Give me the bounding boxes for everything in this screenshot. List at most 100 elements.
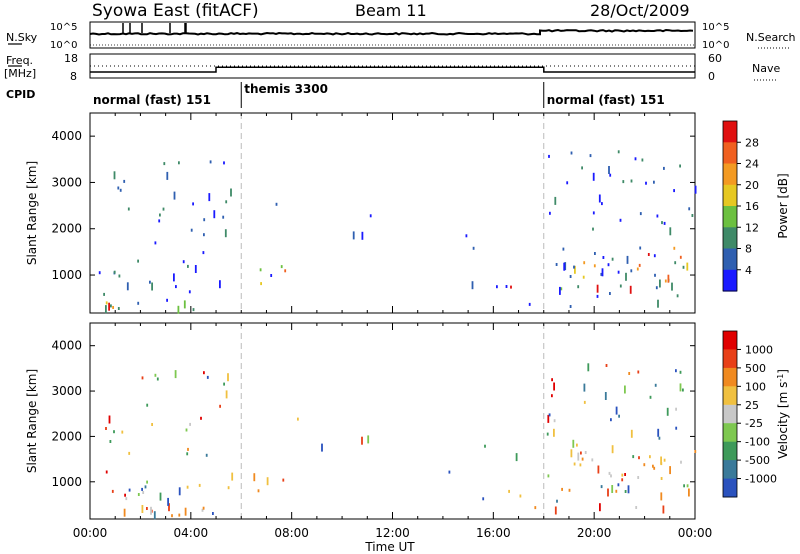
- data-cell: [137, 301, 140, 305]
- data-cell: [202, 251, 205, 255]
- data-cell: [146, 403, 149, 407]
- data-cell: [482, 497, 485, 501]
- data-cell: [150, 506, 152, 515]
- data-cell: [641, 158, 644, 162]
- data-cell: [559, 286, 561, 295]
- colorbar-tick-label: 500: [745, 362, 766, 375]
- data-cell: [128, 488, 131, 492]
- data-cell: [297, 417, 299, 421]
- date-title: 28/Oct/2009: [590, 1, 690, 20]
- colorbar-tick-label: 8: [745, 243, 752, 256]
- data-cell: [624, 473, 626, 476]
- nsearch-label: N.Search: [746, 31, 796, 44]
- data-cell: [577, 285, 580, 289]
- data-cell: [205, 453, 208, 457]
- data-cell: [691, 214, 694, 217]
- data-cell: [126, 282, 129, 291]
- data-cell: [190, 228, 193, 232]
- data-cell: [611, 485, 614, 493]
- y-axis-label: Slant Range [km]: [25, 161, 39, 265]
- x-tick-label: 00:00: [73, 526, 108, 540]
- data-cell: [361, 231, 364, 240]
- noise-strip: [89, 21, 696, 49]
- data-cell: [110, 304, 112, 308]
- data-cell: [154, 373, 157, 377]
- y-tick-label: 2000: [51, 429, 82, 443]
- colorbar-segment: [723, 367, 737, 387]
- data-cell: [284, 269, 287, 273]
- data-cell: [574, 265, 576, 274]
- data-cell: [634, 157, 637, 161]
- data-cell: [166, 171, 169, 180]
- colorbar-segment: [723, 386, 737, 406]
- data-cell: [599, 503, 601, 512]
- data-cell: [582, 275, 585, 279]
- data-cell: [227, 486, 230, 490]
- data-cell: [596, 294, 599, 298]
- data-cell: [609, 173, 612, 177]
- data-cell: [658, 436, 661, 440]
- data-cell: [579, 463, 582, 467]
- data-cell: [583, 383, 586, 392]
- data-cell: [673, 246, 676, 250]
- data-cell: [108, 302, 110, 311]
- x-tick-label: 16:00: [476, 526, 511, 540]
- data-cell: [657, 299, 659, 308]
- cpid-strip: normal (fast) 151 themis 3300 normal (fast…: [93, 82, 665, 108]
- y-tick-label: 1000: [51, 475, 82, 489]
- data-cell: [600, 485, 603, 489]
- data-cell: [611, 257, 614, 261]
- data-cell: [203, 233, 205, 237]
- data-cell: [103, 292, 105, 296]
- x-tick-label: 00:00: [678, 526, 713, 540]
- data-cell: [178, 161, 180, 165]
- data-cell: [597, 465, 600, 474]
- data-cell: [175, 285, 177, 289]
- data-cell: [570, 449, 573, 458]
- data-cell: [174, 370, 177, 379]
- data-cells: [105, 363, 697, 520]
- data-cell: [608, 471, 611, 475]
- data-cell: [680, 460, 682, 464]
- data-cell: [282, 478, 285, 482]
- data-cell: [117, 186, 120, 190]
- data-cell: [108, 415, 111, 424]
- data-cell: [208, 193, 211, 202]
- data-cell: [553, 419, 556, 423]
- data-cell: [159, 213, 161, 217]
- data-cell: [203, 218, 206, 222]
- data-cell: [560, 287, 563, 291]
- data-cell: [549, 211, 551, 215]
- colorbar-tick-label: 24: [745, 158, 759, 171]
- data-cell: [149, 280, 151, 284]
- data-cell: [573, 265, 575, 269]
- data-cell: [630, 179, 633, 183]
- data-cell: [213, 210, 216, 219]
- data-cell: [168, 503, 170, 512]
- data-cell: [662, 505, 665, 514]
- data-cell: [182, 260, 185, 264]
- data-cell: [548, 413, 551, 417]
- data-cell: [562, 247, 565, 251]
- nave-label: Nave: [752, 62, 780, 75]
- data-cell: [551, 394, 553, 398]
- data-cell: [563, 262, 566, 271]
- colorbar-segment: [723, 423, 737, 443]
- colorbar-tick-label: 16: [745, 200, 759, 213]
- data-cell: [361, 436, 363, 445]
- data-cell: [607, 263, 610, 267]
- data-cell: [615, 489, 618, 493]
- y-tick-label: 4000: [51, 339, 82, 353]
- data-cell: [275, 202, 278, 206]
- data-cell: [671, 282, 673, 291]
- data-cell: [124, 493, 126, 497]
- data-cell: [630, 429, 633, 438]
- data-cell: [111, 489, 114, 493]
- data-cell: [572, 439, 575, 448]
- data-cell: [266, 477, 269, 486]
- data-cell: [679, 383, 682, 392]
- data-cell: [178, 487, 181, 496]
- data-cell: [223, 382, 225, 386]
- y-axis-label: Slant Range [km]: [25, 369, 39, 473]
- data-cell: [201, 508, 204, 512]
